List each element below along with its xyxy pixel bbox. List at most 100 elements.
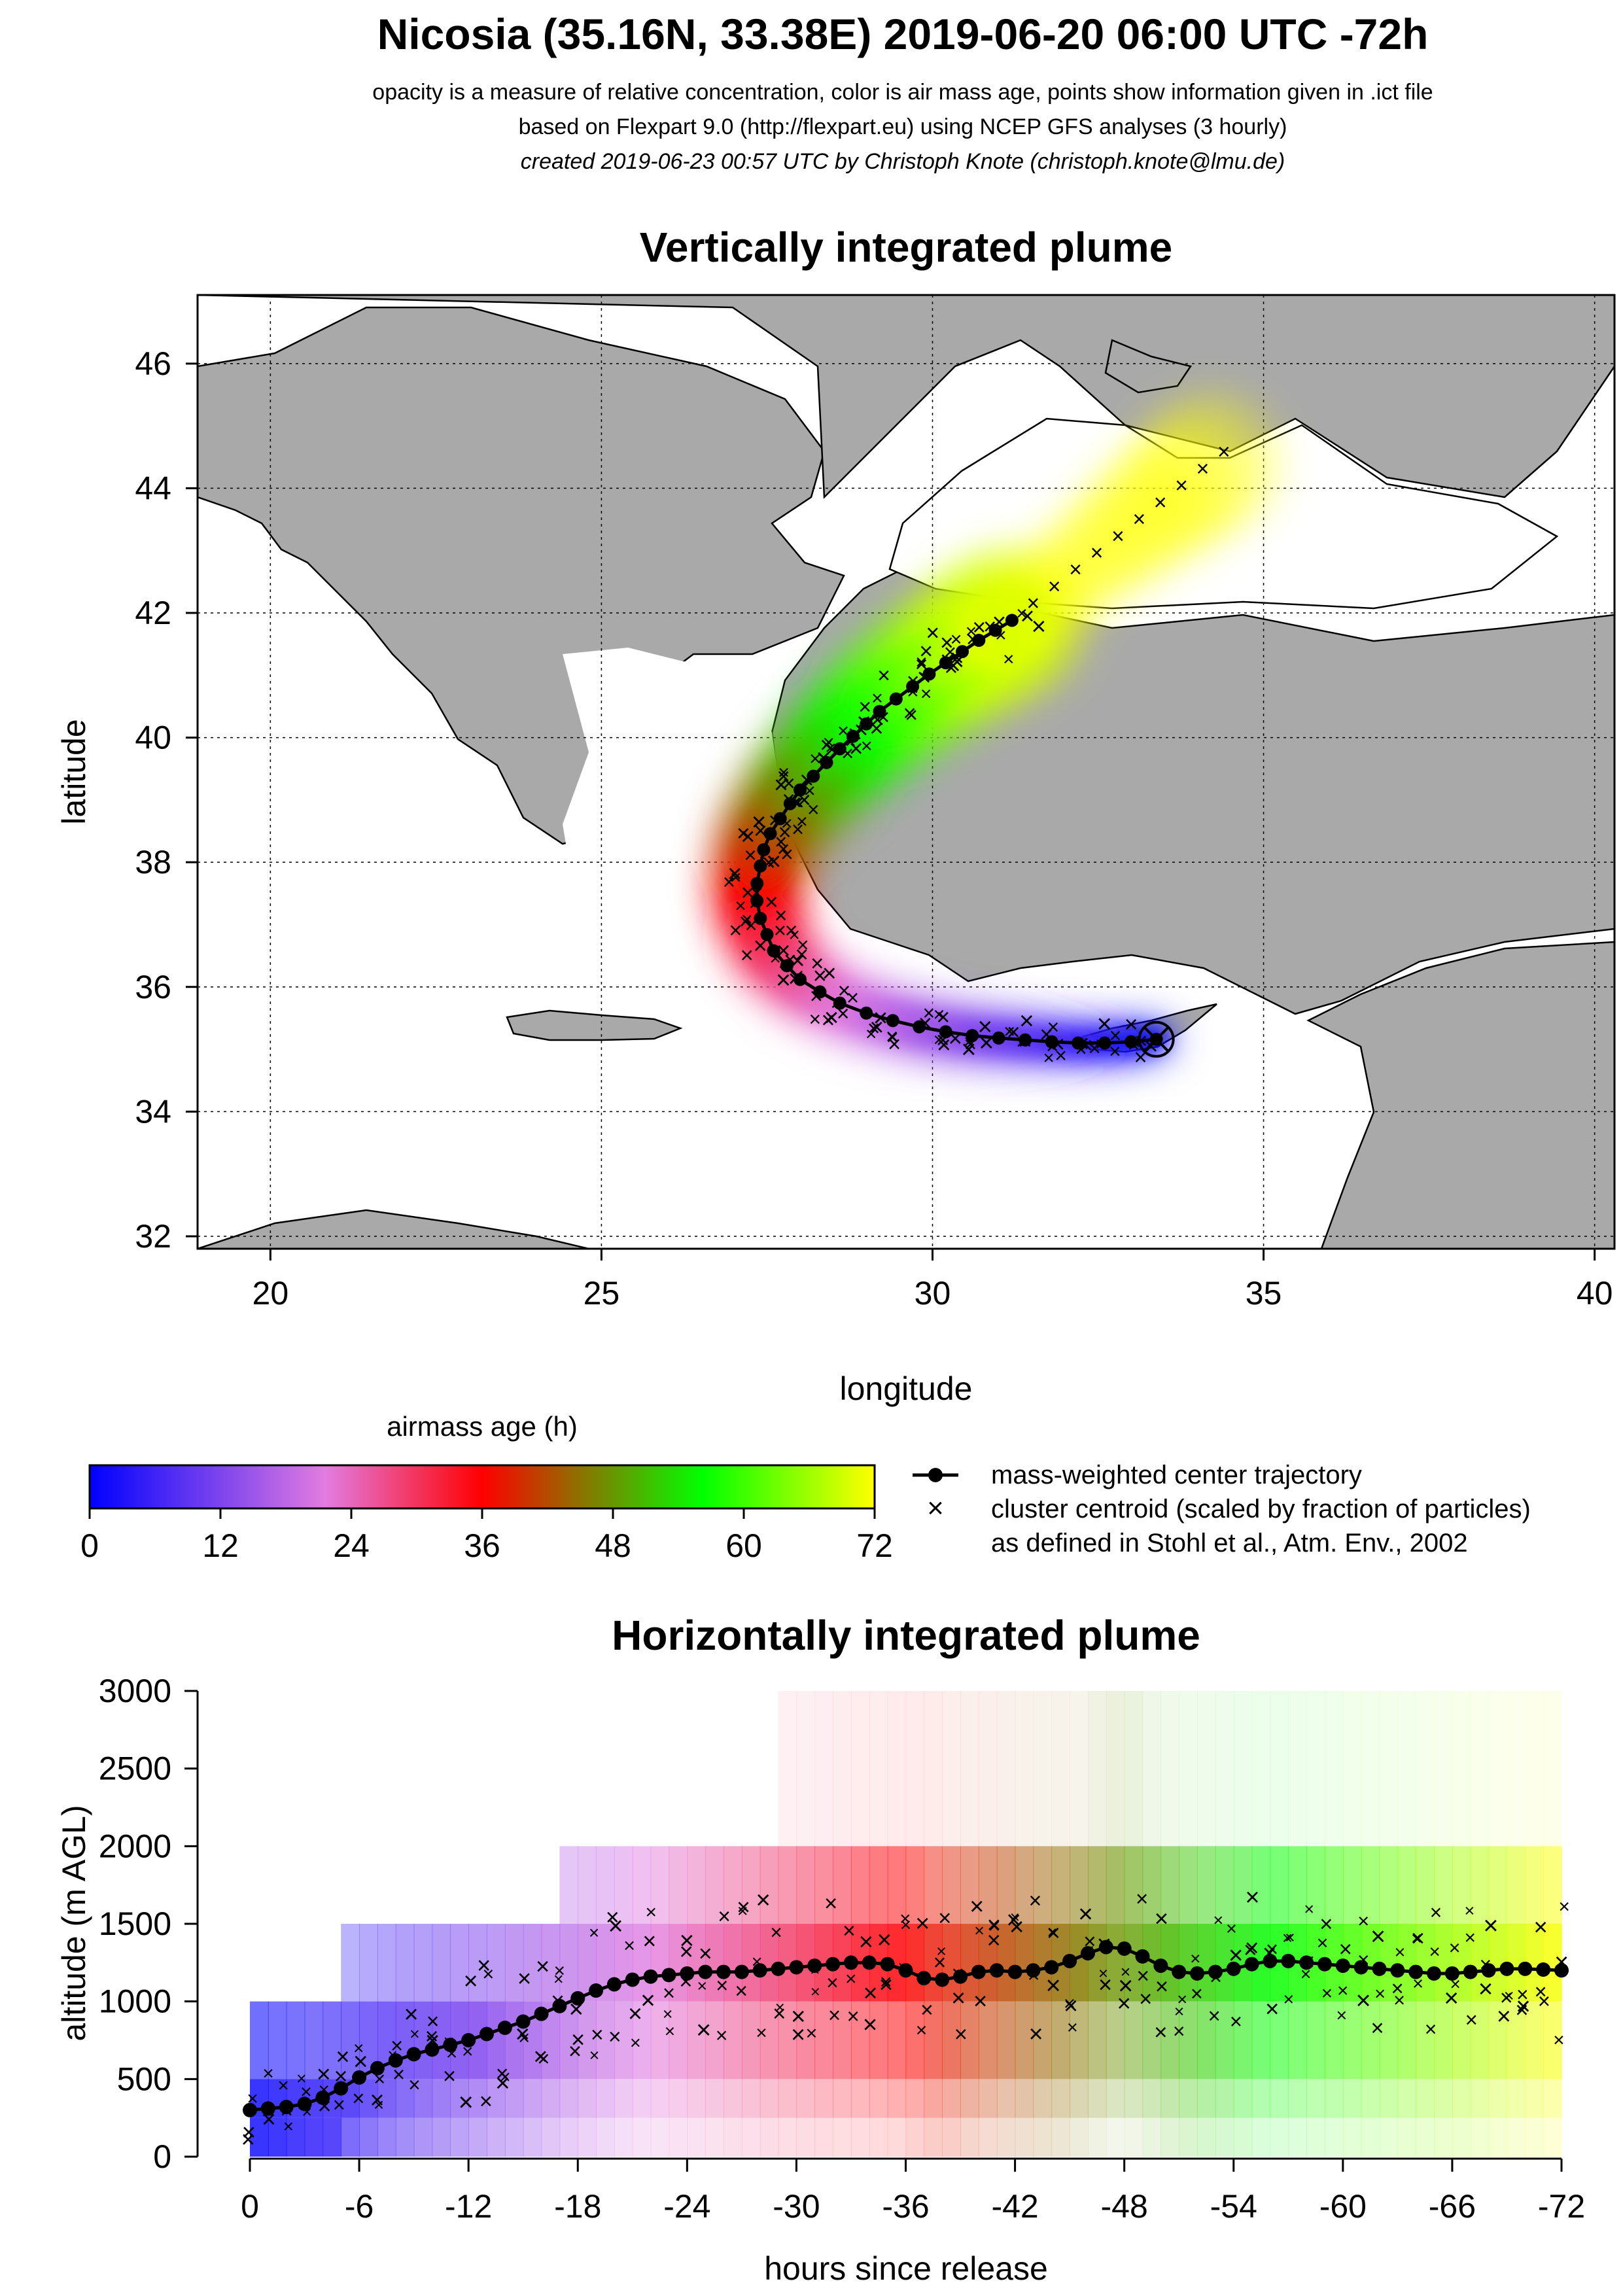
map-cluster-9-0: × (923, 1001, 935, 1025)
profile-cell-26-3 (724, 1924, 742, 2002)
profile-cell-24-0 (687, 2117, 706, 2157)
profile-cell-8-1 (395, 2079, 415, 2118)
profile-cell-12-0 (468, 2117, 487, 2157)
profile-ylabel: altitude (m AGL) (56, 1805, 92, 2041)
profile-trajectory-point-21 (625, 1972, 640, 1987)
profile-cell-41-5 (996, 1691, 1016, 1847)
profile-cluster-6-2: × (353, 2047, 368, 2076)
profile-cell-14-0 (504, 2117, 524, 2157)
profile-cell-66-1 (1452, 2079, 1471, 2118)
profile-cluster-33-2: × (843, 1919, 856, 1943)
map-cluster-36-3: × (915, 650, 928, 674)
map-trajectory-point-34 (906, 680, 920, 693)
profile-cell-60-0 (1342, 2117, 1362, 2157)
map-cluster-15-0: × (776, 966, 791, 995)
profile-cell-15-1 (523, 2079, 542, 2118)
profile-cluster-54-0: × (1226, 1919, 1237, 1939)
map-cluster-18-3: × (739, 909, 752, 935)
profile-trajectory-point-32 (826, 1957, 841, 1972)
profile-cell-51-0 (1179, 2117, 1198, 2157)
map-cluster-9-3: × (933, 1003, 945, 1026)
profile-cluster-70-2: × (1516, 1992, 1531, 2021)
map-panel: ××××××× ×× ×××××××× ×××× ×× ××× ×××××××××××× ××… (198, 295, 1614, 1249)
profile-cell-38-0 (942, 2117, 961, 2157)
profile-cell-13-3 (487, 1924, 506, 2002)
profile-cluster-64-2: × (1411, 1924, 1425, 1951)
profile-clusters: ××× ×××× ××××××××× ××××××××××× ×××××××××××××… (241, 1884, 1569, 2153)
profile-cell-32-0 (833, 2117, 852, 2157)
profile-cell-11-3 (450, 1924, 469, 2002)
profile-cell-38-3 (942, 1924, 961, 2002)
profile-cell-14-1 (504, 2079, 524, 2118)
profile-cell-21-4 (632, 1846, 652, 1924)
profile-trajectory-point-7 (370, 2061, 385, 2076)
profile-cluster-23-2: × (663, 1981, 675, 2005)
profile-cell-27-1 (741, 2079, 761, 2118)
profile-cell-8-0 (395, 2117, 415, 2157)
profile-cell-39-0 (960, 2117, 979, 2157)
profile-ytick-label-0: 0 (153, 2138, 171, 2175)
profile-cell-57-2 (1288, 2001, 1307, 2079)
profile-cell-60-2 (1342, 2001, 1362, 2079)
profile-cell-57-5 (1288, 1691, 1307, 1847)
profile-trajectory-point-56 (1263, 1953, 1278, 1968)
map-cluster-6-2: × (1007, 1018, 1021, 1045)
profile-cell-55-2 (1251, 2001, 1271, 2079)
profile-trajectory-point-57 (1281, 1953, 1296, 1968)
profile-trajectory-point-52 (1190, 1966, 1205, 1981)
subtitle-line-1: opacity is a measure of relative concent… (372, 80, 1433, 105)
profile-cluster-0-1: × (241, 2126, 255, 2153)
profile-cell-15-3 (523, 1924, 542, 2002)
map-cluster-12-2: × (809, 1007, 821, 1031)
profile-trajectory-point-4 (315, 2090, 330, 2105)
profile-cell-42-2 (1015, 2001, 1034, 2079)
map-trajectory-point-35 (922, 667, 936, 681)
profile-cell-25-4 (705, 1846, 724, 1924)
profile-cluster-45-0: × (1067, 2017, 1078, 2038)
profile-cell-6-0 (359, 2117, 378, 2157)
map-cluster-21-3: × (766, 847, 781, 876)
map-cluster-23-0: × (792, 817, 804, 841)
profile-trajectory-point-24 (680, 1966, 695, 1981)
profile-cluster-19-1: × (589, 1922, 599, 1943)
profile-cell-63-5 (1397, 1691, 1417, 1847)
profile-cell-45-2 (1070, 2001, 1089, 2079)
profile-cluster-12-1: × (463, 1968, 478, 1995)
profile-cluster-69-1: × (1500, 1986, 1513, 2011)
profile-cluster-13-0: × (477, 1952, 491, 1979)
profile-cell-22-1 (650, 2079, 670, 2118)
map-cluster-10-2: × (869, 1014, 884, 1041)
profile-xtick-label-7: -42 (991, 2188, 1038, 2225)
profile-cluster-18-1: × (571, 2026, 585, 2053)
profile-cluster-9-1: × (404, 2001, 418, 2028)
profile-cell-42-3 (1015, 1924, 1034, 2002)
profile-cluster-26-0: × (716, 2024, 728, 2047)
profile-trajectory-point-47 (1098, 1939, 1113, 1955)
profile-cell-67-2 (1470, 2001, 1490, 2079)
map-trajectory-point-19 (750, 894, 764, 908)
profile-cluster-37-0: × (920, 1998, 934, 2023)
profile-cell-47-1 (1106, 2079, 1125, 2118)
profile-cell-71-5 (1543, 1691, 1562, 1847)
profile-cluster-20-0: × (606, 1904, 620, 1930)
profile-cell-30-1 (796, 2079, 816, 2118)
map-cluster-40-0: × (1031, 613, 1046, 641)
profile-cluster-7-0: × (374, 2095, 384, 2115)
map-cluster-37-3: × (951, 628, 962, 651)
profile-trajectory-point-66 (1444, 1966, 1459, 1981)
profile-cell-11-0 (450, 2117, 469, 2157)
profile-cell-30-2 (796, 2001, 816, 2079)
profile-cluster-45-1: × (1064, 1992, 1078, 2020)
profile-cluster-39-2: × (951, 1985, 966, 2012)
map-ytick-label-4: 40 (135, 720, 171, 756)
profile-cell-63-0 (1397, 2117, 1417, 2157)
profile-cell-60-5 (1342, 1691, 1362, 1847)
profile-cell-21-0 (632, 2117, 652, 2157)
map-cluster-38-3: × (1003, 649, 1015, 670)
profile-cell-70-5 (1525, 1691, 1544, 1847)
map-cluster-19-1: × (765, 888, 778, 915)
map-cluster-19-2: × (775, 903, 788, 928)
profile-cell-61-0 (1361, 2117, 1380, 2157)
profile-cell-8-3 (395, 1924, 415, 2002)
profile-cell-35-0 (887, 2117, 907, 2157)
